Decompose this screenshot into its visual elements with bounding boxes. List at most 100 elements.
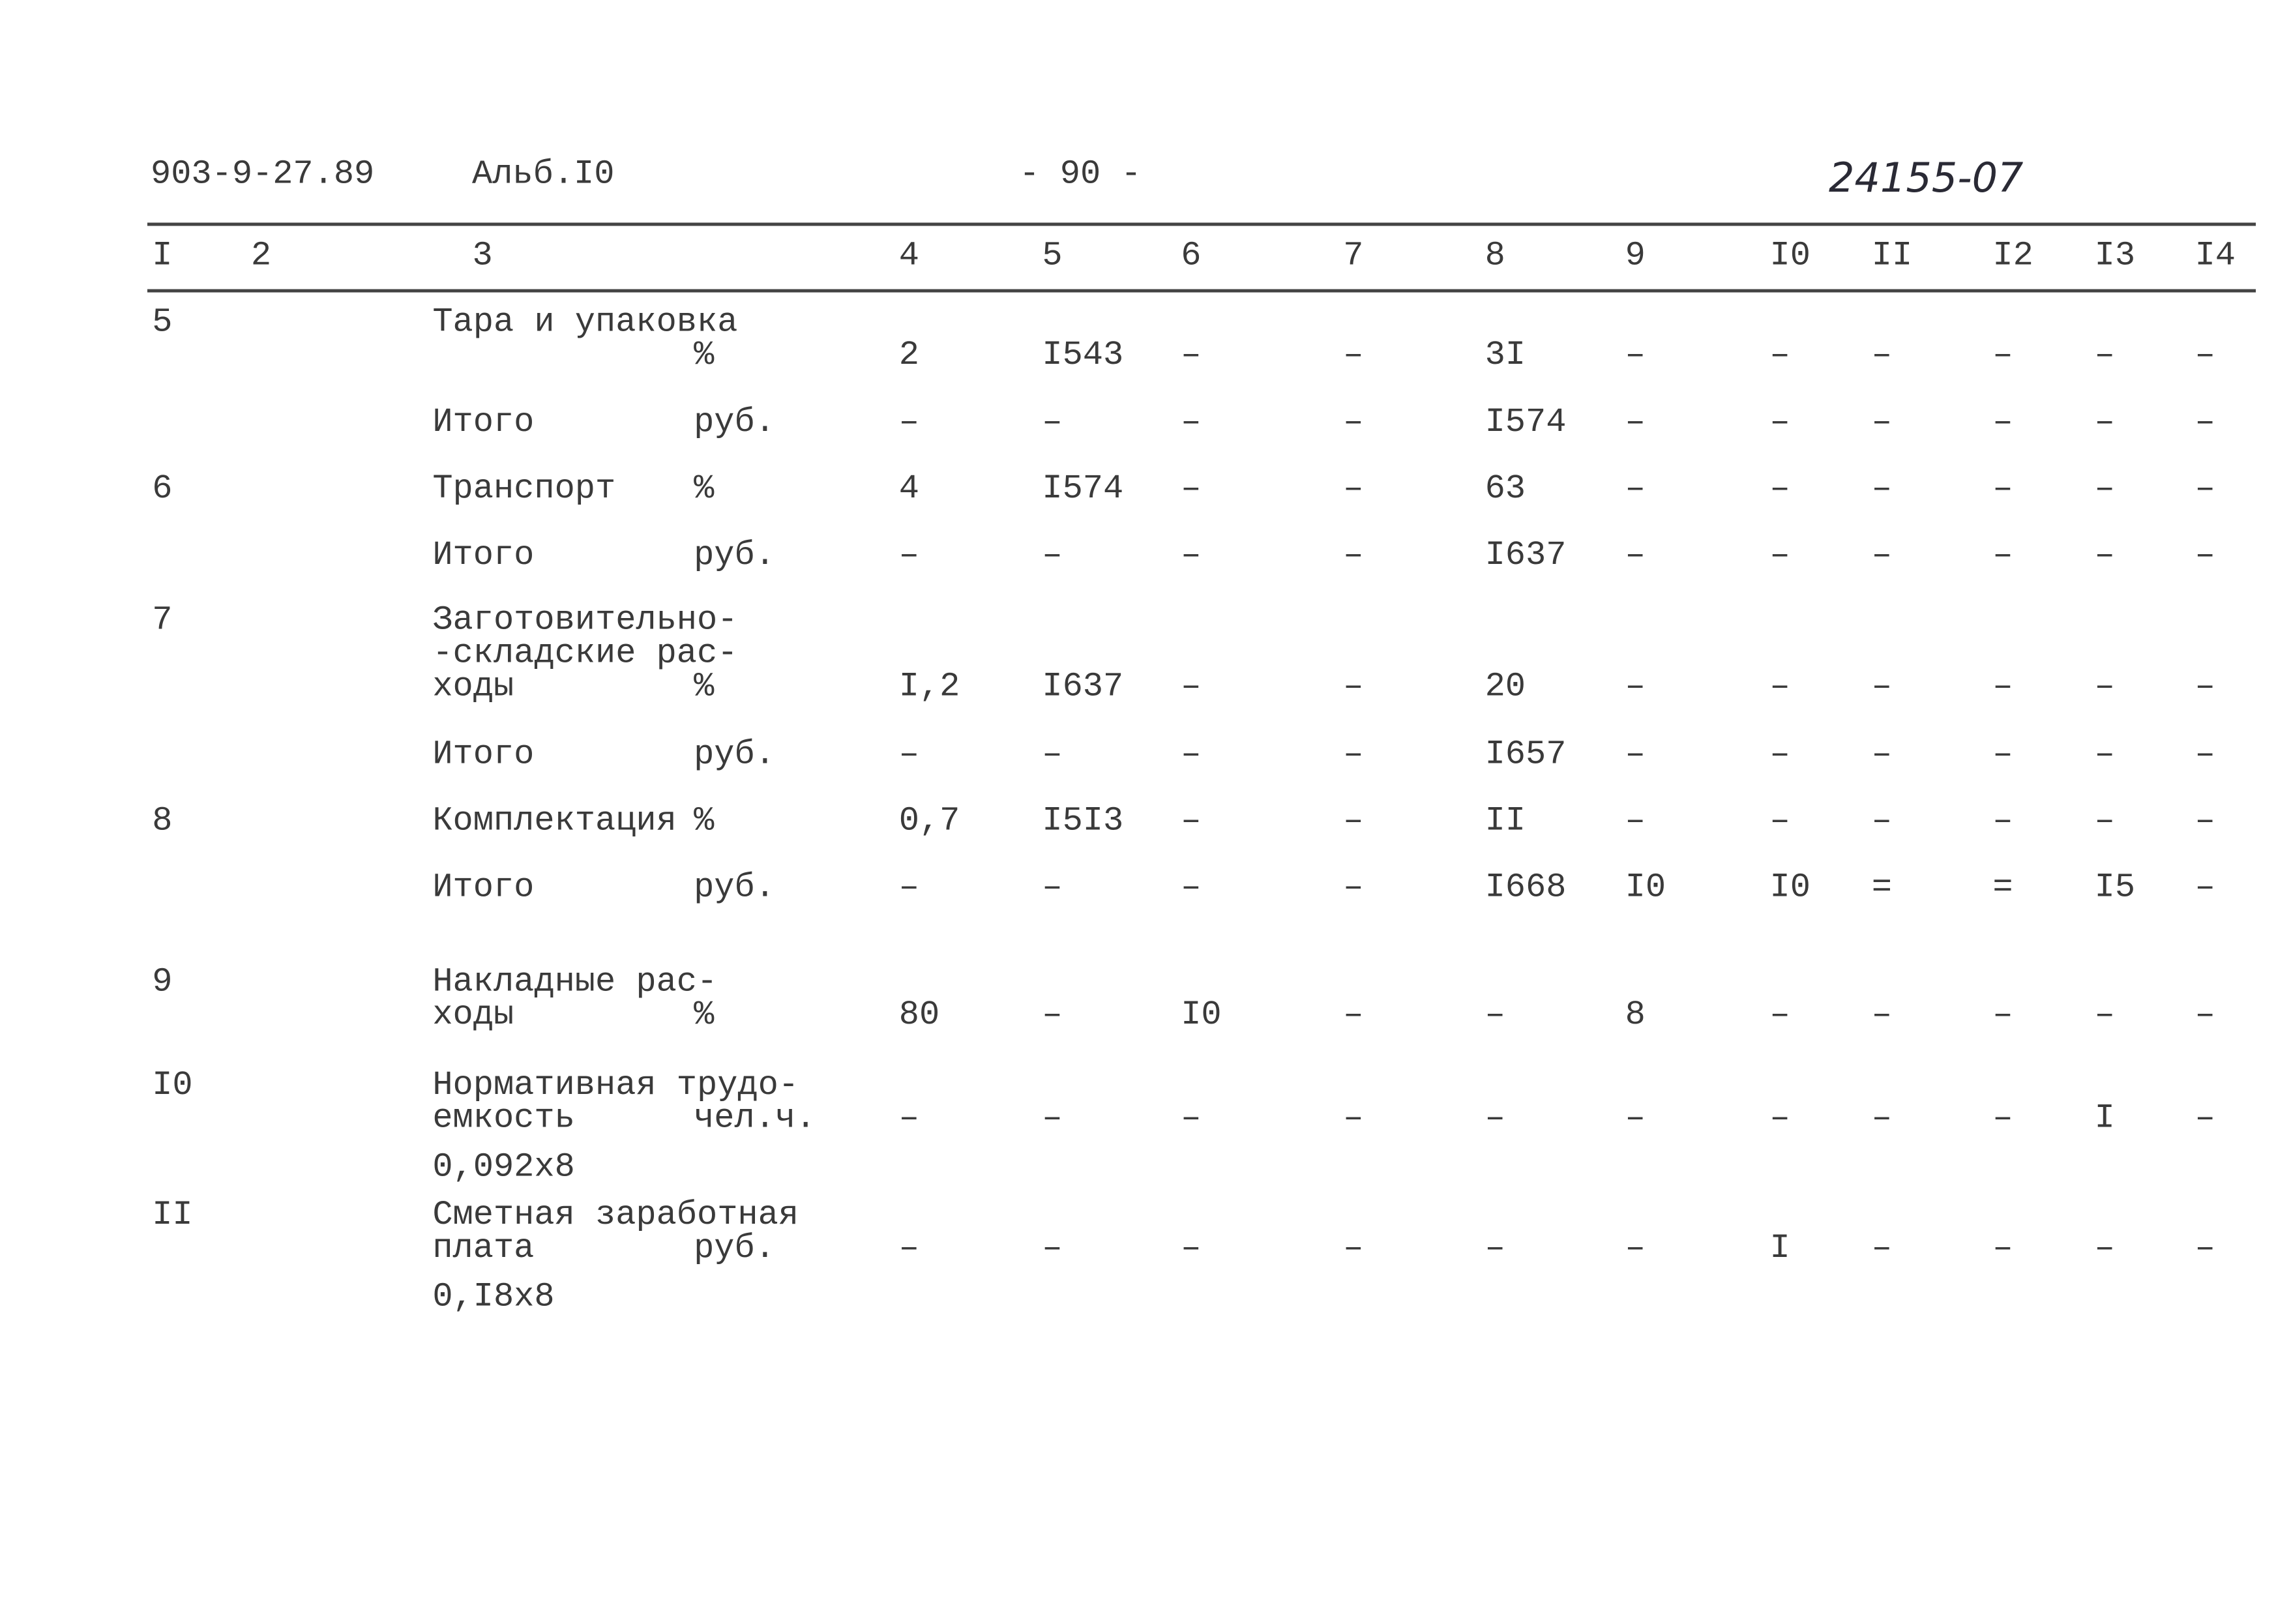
cell-value: –: [2195, 802, 2215, 840]
cell-value: –: [1181, 1229, 1201, 1267]
cell-value: –: [1181, 336, 1201, 374]
row-description: Заготовительно-: [432, 601, 737, 640]
cell-value: –: [1770, 1099, 1790, 1138]
cell-value: –: [1042, 868, 1062, 906]
row-unit: руб.: [694, 1229, 775, 1267]
cell-value: –: [1625, 735, 1646, 774]
cell-value: –: [899, 868, 919, 906]
row-unit: %: [694, 667, 715, 705]
cell-value: –: [1992, 1099, 2013, 1138]
cell-value: –: [1992, 667, 2013, 705]
cell-value: –: [1872, 336, 1892, 374]
cell-value: –: [2195, 1229, 2215, 1267]
row-description: плата: [432, 1229, 534, 1267]
cell-value: 2: [899, 336, 919, 374]
cell-value: –: [1872, 735, 1892, 774]
cell-value: –: [1625, 802, 1646, 840]
cell-value: I574: [1485, 403, 1567, 441]
cell-value: I0: [1770, 868, 1811, 906]
cell-value: 80: [899, 996, 939, 1034]
cell-value: –: [1343, 336, 1363, 374]
cell-value: –: [1485, 1229, 1505, 1267]
column-header: 5: [1042, 236, 1062, 274]
cell-value: –: [1343, 1099, 1363, 1138]
cell-value: –: [1042, 996, 1062, 1034]
cell-value: –: [1181, 536, 1201, 574]
row-unit: руб.: [694, 868, 775, 906]
cell-value: –: [1872, 536, 1892, 574]
cell-value: –: [1625, 536, 1646, 574]
cell-value: –: [2195, 336, 2215, 374]
cell-value: –: [1992, 403, 2013, 441]
cell-value: –: [899, 1229, 919, 1267]
cell-value: –: [1485, 1099, 1505, 1138]
row-description: Комплектация: [432, 802, 676, 840]
cell-value: 20: [1485, 667, 1526, 705]
row-unit: руб.: [694, 536, 775, 574]
cell-value: –: [1343, 667, 1363, 705]
cell-value: –: [2195, 667, 2215, 705]
row-description: Итого: [432, 868, 534, 906]
cell-value: –: [1343, 802, 1363, 840]
row-note: 0,092x8: [432, 1147, 574, 1186]
cell-value: –: [1770, 469, 1790, 508]
row-number: 5: [152, 303, 172, 341]
cell-value: –: [1343, 996, 1363, 1034]
cell-value: II: [1485, 802, 1526, 840]
row-note: 0,I8x8: [432, 1278, 554, 1316]
cell-value: I668: [1485, 868, 1567, 906]
cell-value: –: [1181, 1099, 1201, 1138]
column-header: 8: [1485, 236, 1505, 274]
cell-value: I637: [1042, 667, 1123, 705]
cell-value: –: [1625, 1229, 1646, 1267]
cell-value: –: [899, 536, 919, 574]
cell-value: I5: [2095, 868, 2135, 906]
cell-value: –: [1343, 735, 1363, 774]
cell-value: –: [1770, 336, 1790, 374]
cell-value: I5I3: [1042, 802, 1123, 840]
column-header: 7: [1343, 236, 1363, 274]
cell-value: –: [1872, 469, 1892, 508]
cell-value: I,2: [899, 667, 960, 705]
cell-value: –: [1770, 996, 1790, 1034]
cell-value: –: [1625, 403, 1646, 441]
cell-value: –: [2195, 536, 2215, 574]
row-unit: %: [694, 336, 715, 374]
column-header: I: [152, 236, 172, 274]
cell-value: –: [1181, 735, 1201, 774]
cell-value: I: [1770, 1229, 1790, 1267]
cell-value: –: [1770, 735, 1790, 774]
row-unit: %: [694, 802, 715, 840]
cell-value: =: [1872, 868, 1892, 906]
cell-value: –: [1872, 996, 1892, 1034]
cell-value: I657: [1485, 735, 1567, 774]
cell-value: I574: [1042, 469, 1123, 508]
row-description: емкость: [432, 1099, 574, 1138]
cell-value: –: [1042, 1099, 1062, 1138]
row-description: Итого: [432, 536, 534, 574]
row-number: II: [152, 1196, 192, 1234]
cell-value: –: [2195, 403, 2215, 441]
row-description: Сметная заработная: [432, 1196, 799, 1234]
cell-value: –: [1872, 667, 1892, 705]
cell-value: –: [2095, 1229, 2115, 1267]
cell-value: –: [2095, 469, 2115, 508]
column-header: I0: [1770, 236, 1811, 274]
cell-value: 4: [899, 469, 919, 508]
cell-value: –: [1992, 536, 2013, 574]
row-unit: чел.ч.: [694, 1099, 816, 1138]
row-description: Итого: [432, 735, 534, 774]
column-header: 6: [1181, 236, 1201, 274]
cell-value: –: [2195, 1099, 2215, 1138]
cell-value: –: [1992, 996, 2013, 1034]
cell-value: –: [1992, 1229, 2013, 1267]
cell-value: –: [1181, 667, 1201, 705]
row-description: Транспорт: [432, 469, 615, 508]
cell-value: –: [1625, 336, 1646, 374]
cell-value: –: [1042, 1229, 1062, 1267]
cell-value: –: [1625, 1099, 1646, 1138]
cell-value: 3I: [1485, 336, 1526, 374]
cell-value: –: [899, 1099, 919, 1138]
row-number: 9: [152, 962, 172, 1001]
cell-value: –: [1770, 802, 1790, 840]
